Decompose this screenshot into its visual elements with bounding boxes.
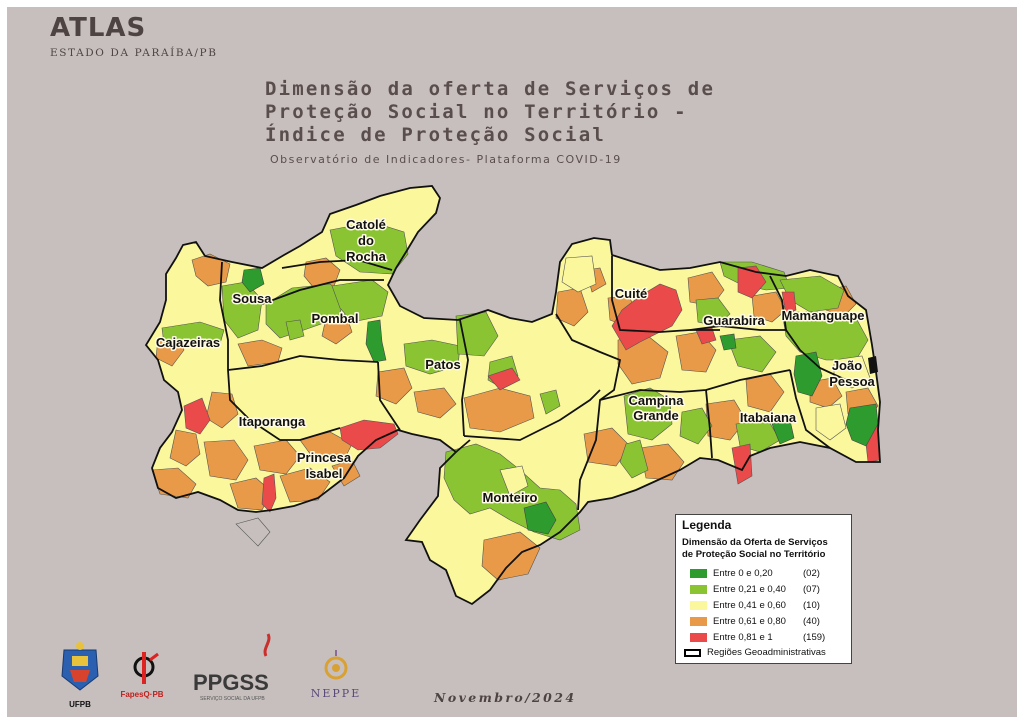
fapesq-logo: FapesQ·PB	[120, 652, 164, 699]
label-princesa-line-2: Isabel	[306, 466, 343, 481]
logos-strip: UFPB FapesQ·PB PPGSS SERVIÇO SOCIAL DA U…	[61, 633, 362, 709]
publication-date: Novembro/2024	[434, 690, 577, 705]
paraiba-map: Catolé do Rocha Sousa Pombal Cajazeiras …	[144, 185, 881, 606]
class-061-080-areas	[151, 253, 879, 581]
class-041-060-areas	[499, 255, 871, 497]
label-princesa-line-1: Princesa	[297, 450, 352, 465]
legend-subtitle: Dimensão da Oferta de Serviços de Proteç…	[682, 537, 850, 561]
legend-subtitle-line-2: de Proteção Social no Território	[682, 549, 826, 560]
legend-swatch	[690, 569, 707, 578]
label-cajazeiras: Cajazeiras	[156, 335, 220, 350]
neppe-logo: NEPPE	[311, 650, 362, 700]
class-081-1-areas	[183, 265, 881, 513]
legend-region-swatch	[684, 649, 701, 657]
legend-item-count: (10)	[803, 600, 820, 611]
legend-swatch	[690, 601, 707, 610]
atlas-panel: ATLAS ESTADO DA PARAÍBA/PB Dimensão da o…	[7, 7, 1017, 717]
legend-item-label: Entre 0,81 e 1	[713, 632, 773, 643]
class-0-020-areas	[241, 267, 879, 535]
map-title-line-2: Proteção Social no Território -	[265, 101, 688, 123]
region-boundaries	[144, 185, 881, 606]
legend-item-label: Entre 0,21 e 0,40	[713, 584, 786, 595]
label-campina-grande-line-1: Campina	[629, 393, 685, 408]
fapesq-caption: FapesQ·PB	[120, 690, 163, 699]
label-mamanguape: Mamanguape	[781, 308, 864, 323]
ppgss-caption: PPGSS	[193, 670, 269, 695]
label-patos: Patos	[425, 357, 460, 372]
label-joao-pessoa-line-1: João	[832, 358, 862, 373]
legend-item-count: (159)	[803, 632, 826, 643]
label-catole-line-3: Rocha	[346, 249, 387, 264]
label-sousa: Sousa	[232, 291, 272, 306]
label-catole-line-1: Catolé	[346, 217, 386, 232]
coast-mark	[868, 356, 878, 374]
label-pombal: Pombal	[312, 311, 359, 326]
neppe-caption: NEPPE	[311, 687, 362, 700]
label-campina-grande-line-2: Grande	[633, 408, 679, 423]
legend-region-label: Regiões Geoadministrativas	[707, 647, 826, 658]
legend-item-count: (40)	[803, 616, 820, 627]
label-catole-line-2: do	[358, 233, 374, 248]
label-joao-pessoa-line-2: Pessoa	[829, 374, 875, 389]
map-title: Dimensão da oferta de Serviços de Proteç…	[265, 78, 785, 147]
ppgss-logo: PPGSS SERVIÇO SOCIAL DA UFPB	[193, 633, 271, 702]
label-itabaiana: Itabaiana	[740, 410, 797, 425]
state-subheading: ESTADO DA PARAÍBA/PB	[50, 47, 218, 59]
label-itaporanga: Itaporanga	[239, 414, 306, 429]
legend-item-label: Entre 0,61 e 0,80	[713, 616, 786, 627]
legend-title: Legenda	[682, 518, 732, 532]
legend-item-count: (02)	[803, 568, 820, 579]
legend-item-label: Entre 0 e 0,20	[713, 568, 773, 579]
ufpb-caption: UFPB	[69, 700, 91, 709]
legend-item-count: (07)	[803, 584, 820, 595]
legend-swatch	[690, 617, 707, 626]
label-monteiro: Monteiro	[483, 490, 538, 505]
map-title-line-3: Índice de Proteção Social	[265, 124, 606, 146]
ppgss-small-caption: SERVIÇO SOCIAL DA UFPB	[200, 696, 265, 702]
map-title-line-1: Dimensão da oferta de Serviços de	[265, 78, 716, 100]
legend-swatch	[690, 633, 707, 642]
map-subtitle: Observatório de Indicadores- Plataforma …	[270, 153, 622, 166]
legend-box: Legenda Dimensão da Oferta de Serviços d…	[675, 514, 852, 664]
legend-subtitle-line-1: Dimensão da Oferta de Serviços	[682, 537, 828, 548]
label-guarabira: Guarabira	[703, 313, 765, 328]
legend-swatch	[690, 585, 707, 594]
legend-item-label: Entre 0,41 e 0,60	[713, 600, 786, 611]
ufpb-logo: UFPB	[61, 642, 99, 709]
label-cuite: Cuité	[615, 286, 648, 301]
atlas-heading: ATLAS	[50, 13, 147, 43]
